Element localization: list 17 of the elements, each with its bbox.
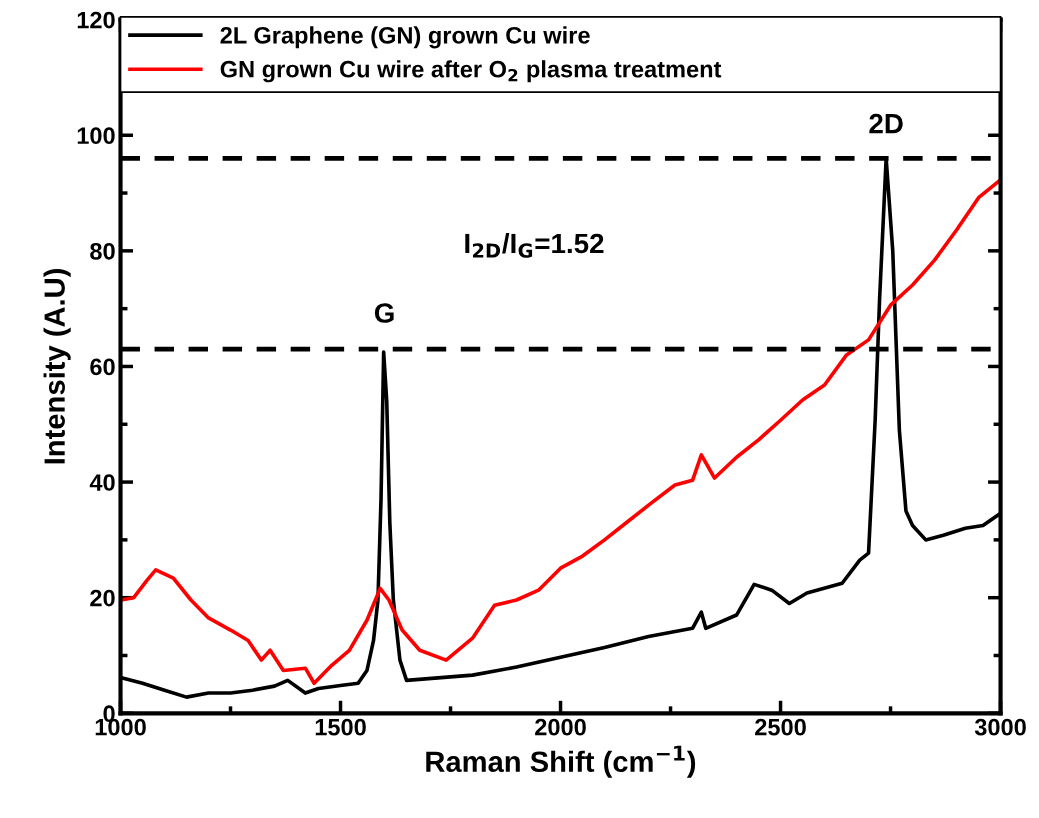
x-axis-title: Raman Shift (cm$^{−1}$) — [426, 745, 696, 778]
x-tick-label: 1500 — [315, 718, 366, 736]
y-tick-label: 100 — [77, 127, 115, 145]
y-tick-label: 20 — [90, 589, 115, 607]
annotation: G — [374, 303, 394, 323]
y-axis-title: Intensity (A.U) — [43, 269, 71, 464]
legend-label: GN grown Cu wire after O$_{2}$ plasma treatment — [220, 60, 722, 83]
x-tick-label: 2000 — [535, 718, 586, 736]
y-tick-label: 60 — [90, 358, 115, 376]
annotation: I$_{2D}$/I$_{G}$=1.52 — [465, 232, 604, 258]
x-tick-label: 3000 — [974, 718, 1026, 736]
x-tick-label: 2500 — [755, 718, 806, 736]
y-tick-label: 120 — [77, 11, 115, 29]
y-tick-label: 80 — [90, 242, 115, 260]
y-tick-label: 40 — [89, 474, 115, 491]
annotation: 2D — [869, 113, 903, 134]
legend-label: 2L Graphene (GN) grown Cu wire — [220, 26, 590, 49]
